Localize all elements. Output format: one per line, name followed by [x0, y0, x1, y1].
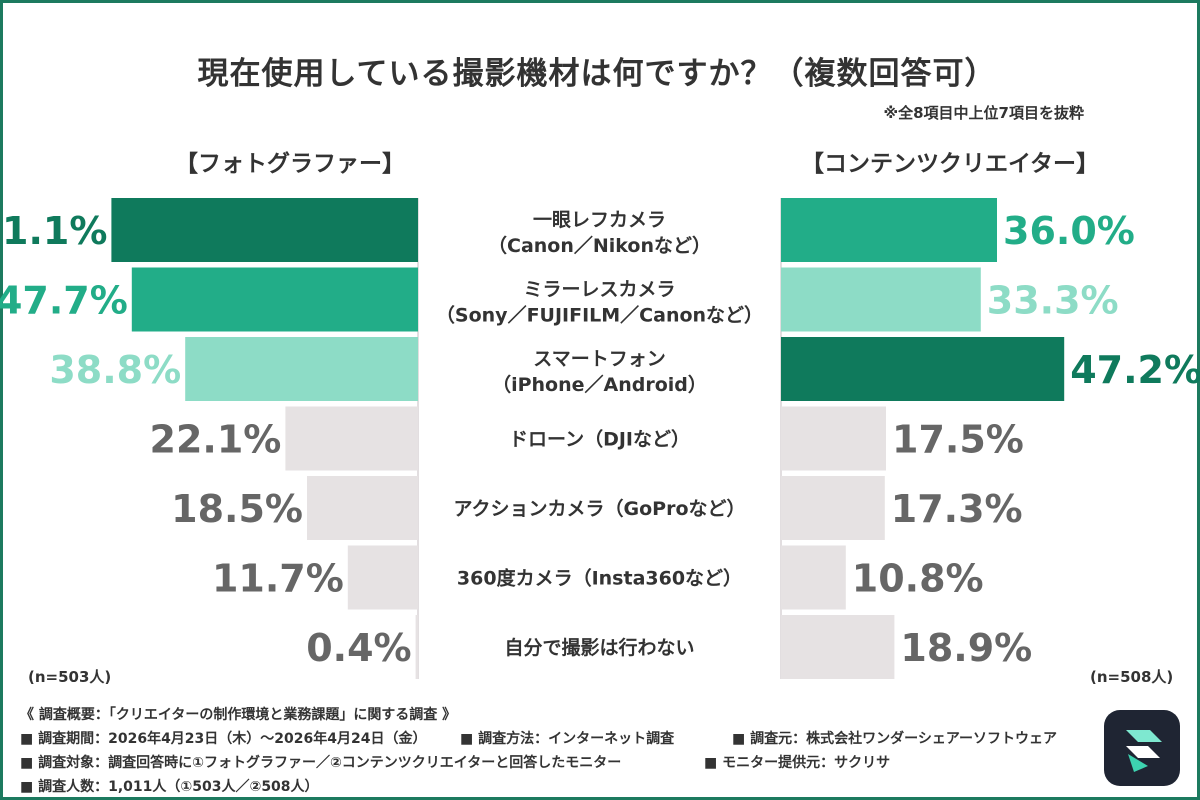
category-label-5: 360度カメラ（Insta360など）	[457, 567, 742, 590]
survey-source: ■ 調査元：株式会社ワンダーシェアーソフトウェア	[732, 731, 1057, 747]
bar-right-5	[781, 545, 846, 610]
chart-note: ※全8項目中上位7項目を抜粋	[883, 104, 1084, 122]
bar-left-0	[111, 198, 419, 262]
left-sample-size: (n=503人)	[28, 668, 112, 686]
bar-right-2	[781, 337, 1065, 401]
bar-right-6	[781, 615, 895, 679]
bar-left-6	[415, 615, 418, 679]
bar-left-5	[347, 545, 418, 610]
bar-right-label-6: 18.9%	[900, 626, 1032, 670]
survey-method: ■ 調査方法：インターネット調査	[460, 731, 675, 747]
bar-left-label-2: 38.8%	[49, 348, 181, 392]
right-group-label: 【コンテンツクリエイター】	[800, 151, 1100, 177]
bar-right-3	[781, 406, 886, 471]
bar-right-label-1: 33.3%	[987, 279, 1119, 323]
bar-right-4	[781, 476, 885, 540]
survey-target: ■ 調査対象：調査回答時に①フォトグラファー／②コンテンツクリエイターと回答した…	[20, 755, 622, 771]
bar-left-label-6: 0.4%	[306, 626, 411, 670]
category-label-0-line-0: 一眼レフカメラ	[533, 209, 666, 231]
bar-left-2	[185, 337, 418, 401]
bar-right-label-4: 17.3%	[891, 487, 1023, 531]
left-group-label: 【フォトグラファー】	[175, 151, 405, 177]
filmora-logo-icon	[1104, 710, 1180, 786]
category-label-4: アクションカメラ（GoProなど）	[453, 497, 745, 520]
bar-right-label-3: 17.5%	[892, 418, 1024, 462]
category-label-1-line-0: ミラーレスカメラ	[523, 279, 675, 301]
monitor-provider: ■ モニター提供元：サクリサ	[704, 755, 891, 771]
category-label-0-line-1: （Canon／Nikonなど）	[488, 234, 711, 257]
butterfly-bar-chart: 51.1% 36.0% 一眼レフカメラ （Canon／Nikonなど） 47.7% 33.…	[0, 198, 1200, 679]
bar-left-1	[131, 267, 419, 332]
bar-right-1	[781, 267, 981, 332]
bar-left-label-3: 22.1%	[150, 418, 282, 462]
category-label-2-line-0: スマートフォン	[533, 348, 665, 370]
bar-left-label-0: 51.1%	[0, 209, 107, 253]
category-label-3: ドローン（DJIなど）	[509, 428, 690, 451]
bar-left-3	[285, 406, 418, 471]
bar-right-label-0: 36.0%	[1003, 209, 1135, 253]
survey-count: ■ 調査人数：1,011人（①503人／②508人）	[20, 779, 319, 795]
bar-left-label-1: 47.7%	[0, 279, 128, 323]
bar-left-label-4: 18.5%	[171, 487, 303, 531]
survey-overview: 《 調査概要：「クリエイターの制作環境と業務課題」に関する調査 》	[20, 707, 457, 723]
category-label-2-line-1: （iPhone／Android）	[492, 373, 707, 396]
category-label-6: 自分で撮影は行わない	[504, 636, 694, 659]
chart-title: 現在使用している撮影機材は何ですか？（複数回答可）	[197, 56, 997, 92]
bar-left-label-5: 11.7%	[212, 557, 344, 601]
survey-period: ■ 調査期間：2026年4月23日（木）〜2026年4月24日（金）	[20, 731, 427, 747]
bar-right-0	[781, 198, 997, 262]
bar-right-label-5: 10.8%	[852, 557, 984, 601]
category-label-1-line-1: （Sony／FUJIFILM／Canonなど）	[436, 304, 763, 327]
right-sample-size: (n=508人)	[1090, 668, 1174, 686]
bar-left-4	[307, 476, 418, 540]
bar-right-label-2: 47.2%	[1070, 348, 1200, 392]
